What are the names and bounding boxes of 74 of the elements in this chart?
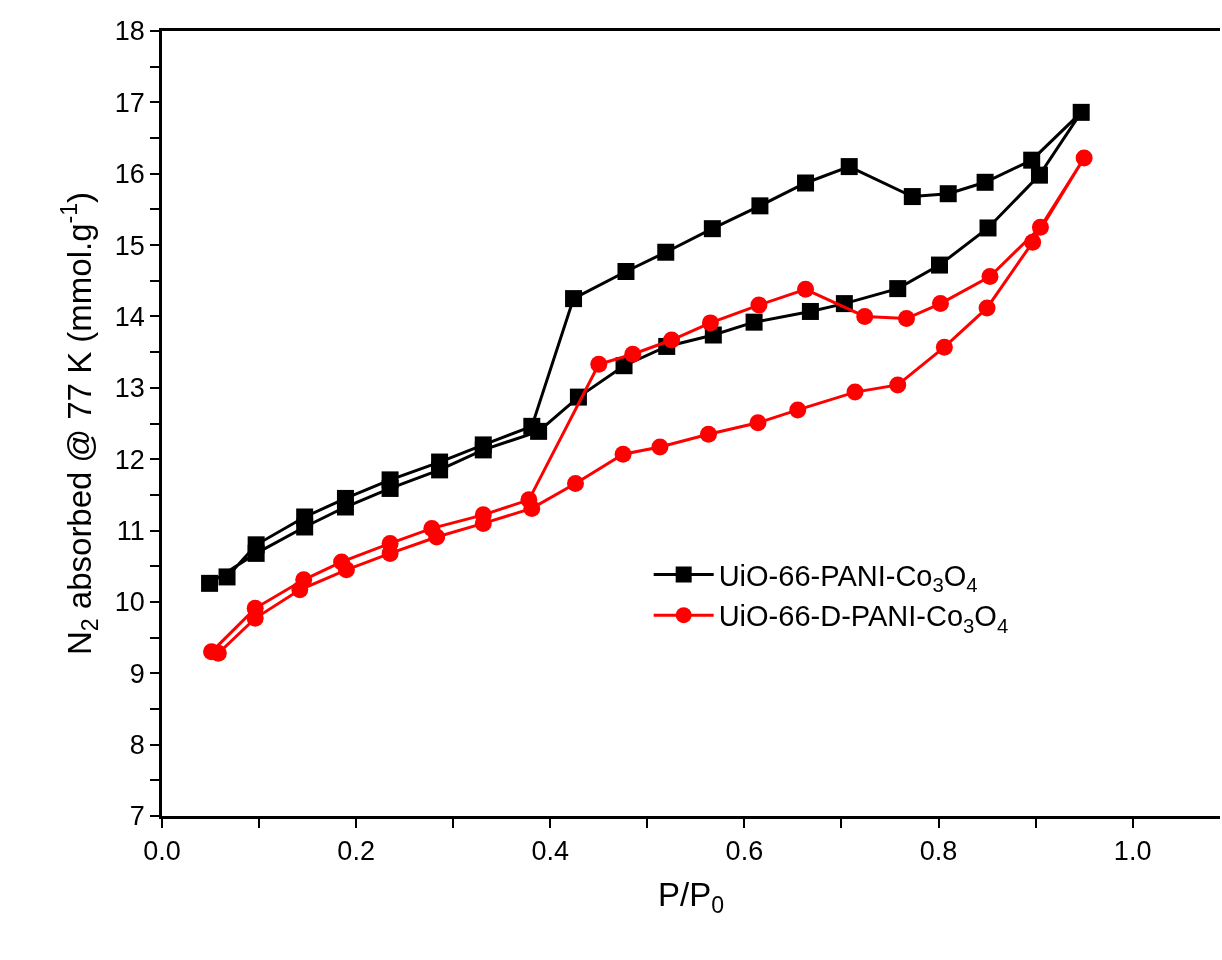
point [336,489,354,507]
point [935,338,953,356]
point [978,299,996,317]
point [750,296,768,314]
point [789,401,807,419]
point [1031,218,1049,236]
y-tick-label: 12 [114,444,145,475]
point [296,508,314,526]
point [590,355,608,373]
point [567,474,584,492]
point [749,414,767,432]
y-tick-label: 17 [114,87,145,118]
point [624,345,642,363]
point [745,313,763,331]
x-tick-label: 1.0 [1113,836,1152,867]
point [1024,233,1042,251]
point [939,185,957,203]
point [651,438,669,456]
point [423,519,441,537]
y-tick-label: 9 [129,658,145,689]
point [565,290,583,308]
point [201,574,219,592]
point [701,314,719,332]
y-tick-label: 10 [114,587,145,618]
point [903,188,921,206]
point [981,267,999,285]
point [930,256,948,274]
x-tick-label: 0.6 [725,836,764,867]
point [614,445,632,463]
point [699,425,717,443]
point [703,220,721,238]
x-axis-title: P/P$_{0}$ [657,875,725,918]
point [751,197,769,215]
y-tick-label: 11 [116,516,145,546]
point [218,568,236,586]
point [657,243,675,261]
x-tick-label: 0.2 [337,836,375,867]
y-tick-label: 15 [114,230,145,261]
point [333,553,351,571]
point [1072,103,1090,121]
x-tick-label: 0.8 [919,836,958,867]
y-tick-label: 16 [114,159,145,190]
point [797,280,815,298]
legend-label: UiO-66-PANI-Co$_{3}$O$_{4}$ [718,559,978,596]
x-tick-label: 0.0 [143,836,181,867]
point [889,280,907,298]
legend-label: UiO-66-D-PANI-Co$_{3}$O$_{4}$ [718,600,1009,637]
point [520,491,538,509]
y-tick-label: 13 [114,373,145,404]
point [897,310,915,328]
point [381,471,399,489]
y-tick-label: 7 [129,801,145,832]
point [979,219,997,237]
y-tick-label: 14 [114,301,145,332]
point [840,158,858,176]
point [846,383,864,401]
y-tick-label: 18 [114,16,145,47]
y-tick-label: 8 [129,730,145,761]
x-tick-label: 0.4 [531,836,570,867]
point [1023,151,1041,169]
point [663,331,681,349]
point [1030,166,1048,184]
point [801,302,819,320]
point [617,263,635,280]
point [431,453,449,471]
point [856,307,874,325]
point [889,376,907,394]
point [474,436,492,454]
point [1075,149,1093,167]
point [247,536,265,554]
point [931,295,949,313]
point [976,173,994,191]
point [797,174,815,192]
point [523,417,541,435]
